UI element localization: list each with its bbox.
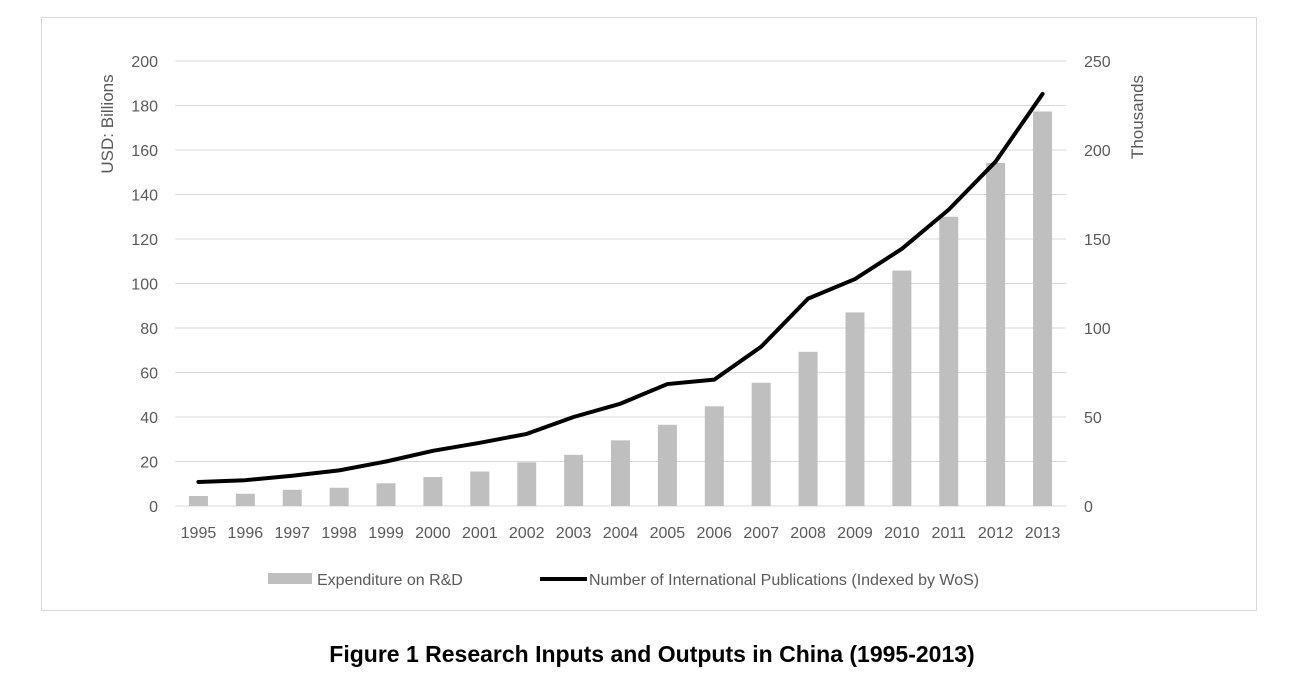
y-tick-label: 60 xyxy=(140,366,158,383)
x-axis-ticks: 1995 1996 1997 1998 1999 2000 2001 2002 2003 2004… xyxy=(181,525,1061,542)
x-tick-label: 2012 xyxy=(978,525,1014,542)
bar xyxy=(939,216,959,506)
x-tick-label: 2013 xyxy=(1025,525,1061,542)
x-tick-label: 2003 xyxy=(556,525,592,542)
y-tick-label: 0 xyxy=(149,499,158,516)
legend-bar-swatch xyxy=(268,573,312,584)
legend: Expenditure on R&D Number of Internation… xyxy=(268,572,979,589)
bar xyxy=(235,493,255,506)
bar xyxy=(986,162,1006,506)
publications-line xyxy=(196,91,1045,484)
y2-tick-label: 250 xyxy=(1084,54,1111,71)
x-tick-label: 2000 xyxy=(415,525,451,542)
bar xyxy=(376,483,396,506)
x-tick-label: 2005 xyxy=(650,525,686,542)
x-tick-label: 1998 xyxy=(321,525,357,542)
bar xyxy=(611,440,630,506)
y2-tick-label: 100 xyxy=(1084,321,1111,338)
y-tick-label: 160 xyxy=(131,143,158,160)
x-tick-label: 2001 xyxy=(462,525,498,542)
bar xyxy=(423,477,443,506)
bar xyxy=(188,495,208,506)
legend-bar-label: Expenditure on R&D xyxy=(317,572,463,589)
y-tick-label: 120 xyxy=(131,232,158,249)
y-tick-label: 20 xyxy=(140,455,158,472)
y-tick-label: 80 xyxy=(140,321,158,338)
figure-caption: Figure 1 Research Inputs and Outputs in … xyxy=(329,641,975,667)
y2-tick-label: 0 xyxy=(1084,499,1093,516)
x-tick-label: 2010 xyxy=(884,525,920,542)
y2-tick-label: 200 xyxy=(1084,143,1111,160)
x-tick-label: 2006 xyxy=(696,525,732,542)
x-tick-label: 1999 xyxy=(368,525,404,542)
bar xyxy=(329,487,349,506)
line-series xyxy=(196,91,1045,484)
bar xyxy=(704,406,724,506)
y-tick-label: 140 xyxy=(131,188,158,205)
bar xyxy=(751,382,771,506)
x-tick-label: 2008 xyxy=(790,525,826,542)
bar xyxy=(657,424,677,506)
gridlines xyxy=(175,60,1066,507)
x-tick-label: 2009 xyxy=(837,525,873,542)
x-tick-label: 2007 xyxy=(743,525,779,542)
x-tick-label: 2002 xyxy=(509,525,545,542)
x-tick-label: 2004 xyxy=(603,525,639,542)
x-tick-label: 1997 xyxy=(274,525,310,542)
x-tick-label: 1995 xyxy=(181,525,217,542)
y2-tick-label: 150 xyxy=(1084,232,1111,249)
x-tick-label: 1996 xyxy=(228,525,264,542)
bar xyxy=(892,270,912,506)
left-axis-title: USD: Billions xyxy=(98,74,117,173)
y-tick-label: 200 xyxy=(131,54,158,71)
x-tick-label: 2011 xyxy=(932,525,967,542)
y-tick-label: 100 xyxy=(131,277,158,294)
y-tick-label: 180 xyxy=(131,99,158,116)
bar xyxy=(470,471,490,506)
bar xyxy=(845,312,865,506)
y2-tick-label: 50 xyxy=(1084,410,1102,427)
bar xyxy=(517,462,537,506)
right-axis-title: Thousands xyxy=(1128,75,1147,159)
bar xyxy=(1033,111,1053,506)
legend-line-label: Number of International Publications (In… xyxy=(589,572,979,589)
chart-frame xyxy=(41,17,1257,611)
bar-series xyxy=(188,111,1053,506)
y-tick-label: 40 xyxy=(140,410,158,427)
bar xyxy=(282,489,302,506)
bar xyxy=(798,351,818,506)
left-axis-ticks: 0 20 40 60 80 100 120 140 160 180 200 xyxy=(131,54,158,516)
bar xyxy=(564,454,584,506)
right-axis-ticks: 0 50 100 150 200 250 xyxy=(1084,54,1111,516)
